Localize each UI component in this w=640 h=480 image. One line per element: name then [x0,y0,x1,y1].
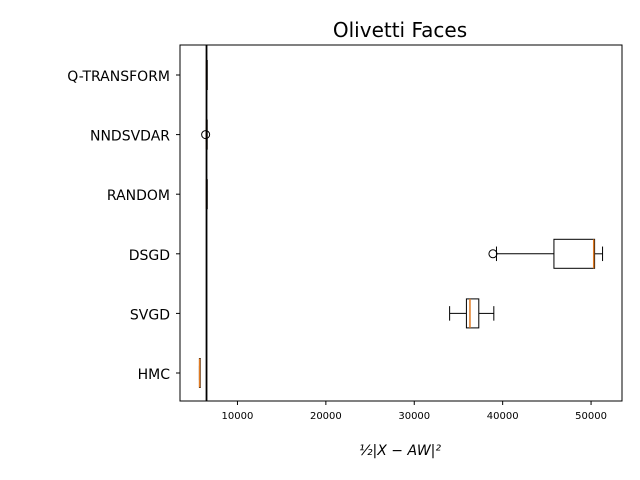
category-label-nndsvdar: NNDSVDAR [90,129,170,145]
x-tick-label-3: 40000 [487,411,519,422]
category-label-svgd: SVGD [130,307,170,323]
plot-area: 10000 20000 30000 40000 50000 HMC SVGD DSGD RAND… [67,44,623,422]
x-tick-label-2: 30000 [398,411,430,422]
chart-title: Olivetti Faces [333,18,467,42]
x-tick-label-4: 50000 [575,411,607,422]
category-label-dsgd: DSGD [129,248,170,264]
box-dsgd [553,238,596,269]
box-svgd [465,298,480,329]
flier-dsgd-0 [488,249,498,259]
category-label-q-transform: Q-TRANSFORM [67,69,170,85]
x-tick-label-1: 20000 [310,411,342,422]
axes-frame [179,44,623,402]
category-label-hmc: HMC [138,367,171,383]
x-tick-label-0: 10000 [222,411,254,422]
category-label-random: RANDOM [107,188,170,204]
x-axis-label: ½|X − AW|² [359,443,441,459]
